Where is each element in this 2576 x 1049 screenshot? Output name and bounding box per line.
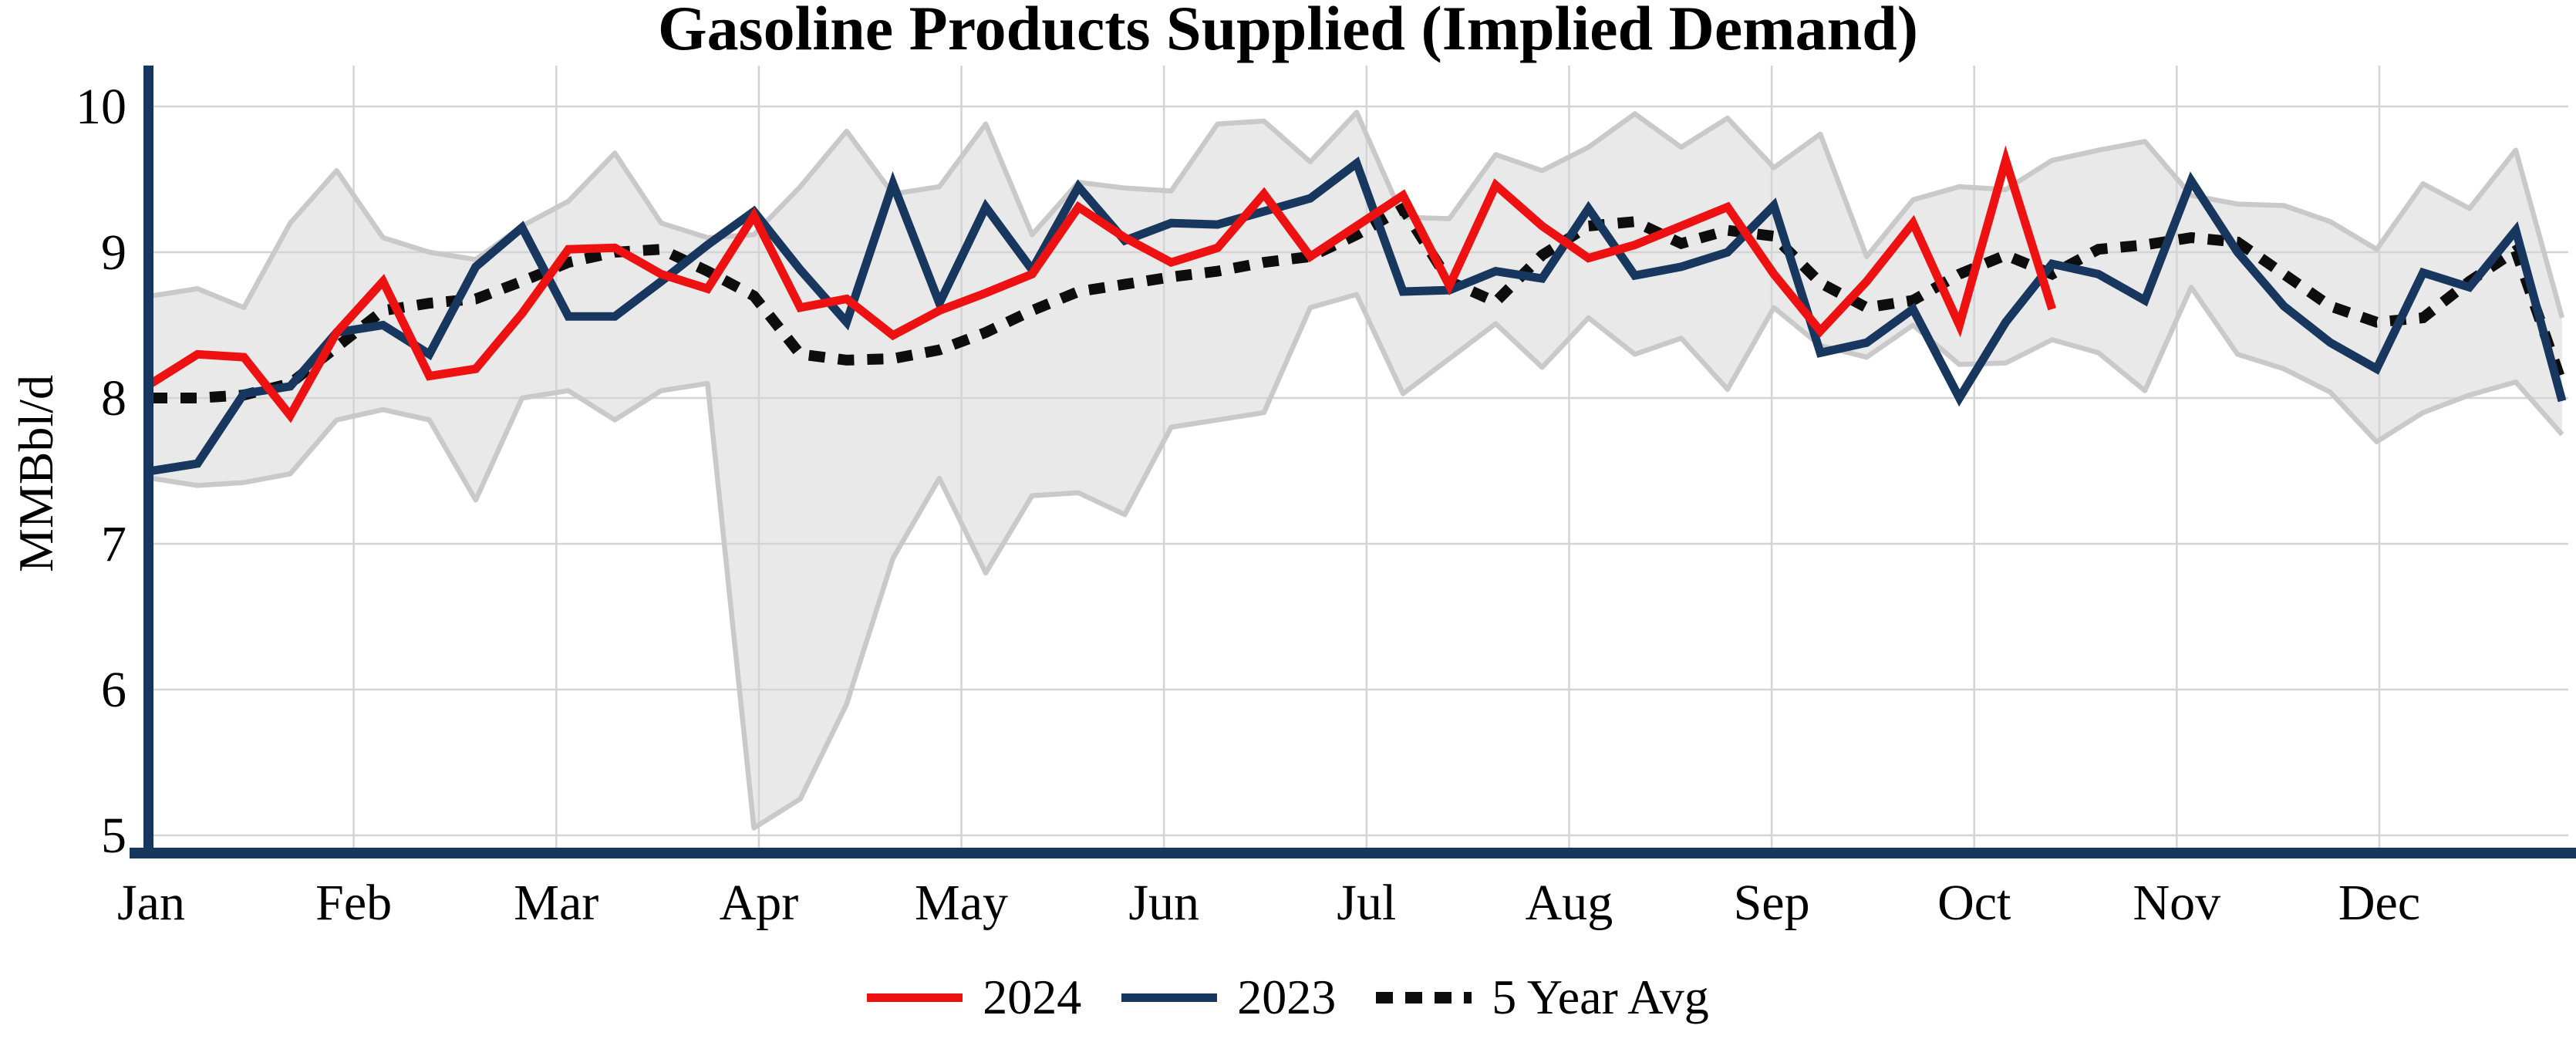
y-tick-label: 10 bbox=[76, 79, 126, 135]
legend-swatch-5yr-avg-line bbox=[1376, 991, 1472, 1003]
x-tick-label: Dec bbox=[2338, 875, 2420, 931]
legend-item-2023: 2023 bbox=[1121, 969, 1336, 1026]
x-tick-label: Apr bbox=[720, 875, 799, 931]
x-axis-spine bbox=[130, 848, 2576, 858]
legend-swatch-2024-line bbox=[867, 993, 963, 1002]
x-tick-label: Jan bbox=[117, 875, 185, 931]
legend-swatch-2023-line bbox=[1121, 993, 1218, 1002]
band-top-edge bbox=[150, 110, 2565, 319]
y-axis-spine bbox=[143, 66, 153, 858]
x-tick-label: Oct bbox=[1937, 875, 2011, 931]
x-tick-label: Feb bbox=[315, 875, 392, 931]
legend-item-5yr-avg: 5 Year Avg bbox=[1376, 969, 1709, 1026]
x-tick-label: Nov bbox=[2133, 875, 2221, 931]
x-tick-label: Mar bbox=[514, 875, 598, 931]
band-bottom-edge bbox=[150, 285, 2564, 831]
x-tick-label: Sep bbox=[1734, 875, 1810, 931]
legend-label-5yr-avg: 5 Year Avg bbox=[1492, 970, 1709, 1024]
legend: 2024 2023 5 Year Avg bbox=[0, 969, 2576, 1026]
y-tick-label: 8 bbox=[101, 370, 126, 427]
series-line-2024 bbox=[149, 145, 2056, 423]
legend-label-2023: 2023 bbox=[1237, 970, 1337, 1024]
chart-title: Gasoline Products Supplied (Implied Dema… bbox=[657, 0, 1919, 63]
legend-item-2024: 2024 bbox=[867, 969, 1081, 1026]
series-line-5-year-avg bbox=[151, 201, 2568, 403]
series-line-2023 bbox=[150, 156, 2567, 475]
band-range-area bbox=[151, 112, 2562, 828]
y-tick-label: 6 bbox=[101, 662, 126, 718]
legend-label-2024: 2024 bbox=[983, 970, 1082, 1024]
y-tick-label: 9 bbox=[101, 224, 126, 281]
x-tick-label: Jun bbox=[1128, 875, 1199, 931]
x-tick-label: Jul bbox=[1337, 875, 1396, 931]
y-tick-label: 5 bbox=[101, 808, 126, 864]
x-tick-label: Aug bbox=[1526, 875, 1613, 931]
x-tick-label: May bbox=[915, 875, 1008, 931]
y-tick-label: 7 bbox=[101, 516, 126, 572]
